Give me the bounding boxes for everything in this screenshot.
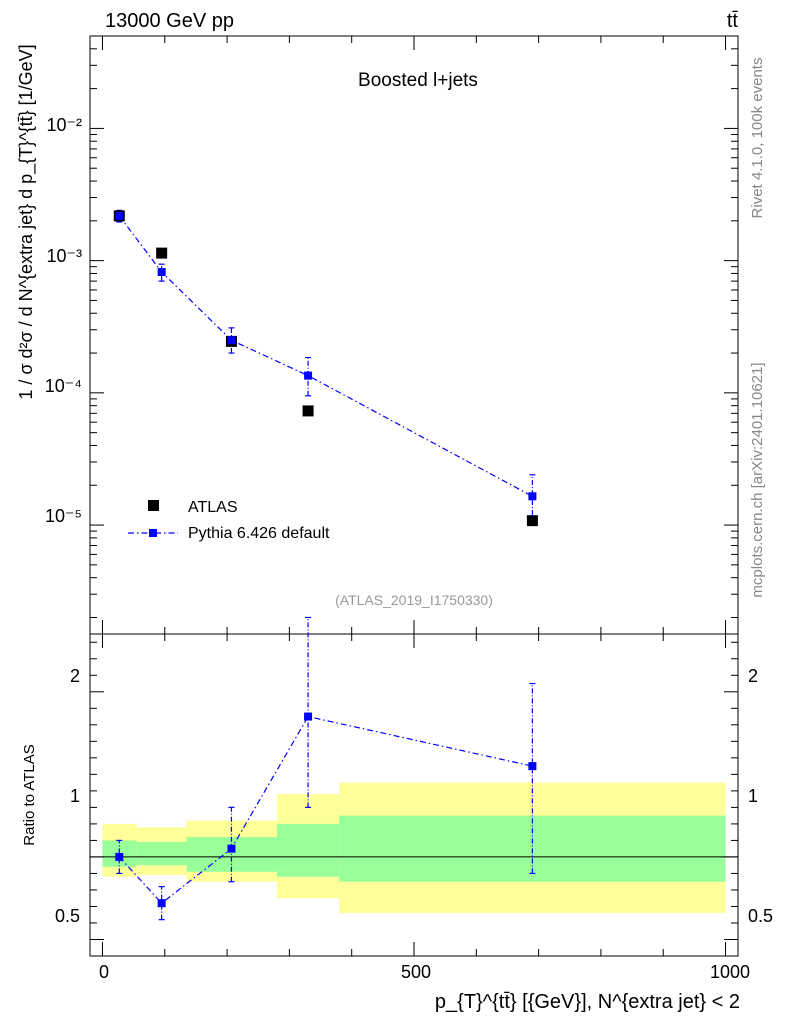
pythia-point: [528, 492, 537, 501]
legend: ATLAS Pythia 6.426 default: [128, 499, 330, 542]
ratio-stat-uncertainty-band: [276, 823, 340, 877]
ratio-y-axis-label: Ratio to ATLAS: [21, 744, 38, 845]
pythia-point: [304, 371, 313, 380]
atlas-point: [156, 247, 168, 259]
y-tick-label-1e-5: 10⁻⁵: [45, 506, 82, 526]
atlas-point: [526, 515, 538, 527]
ratio-bands: [102, 782, 726, 914]
x-tick-label-500: 500: [401, 962, 431, 982]
ratio-y-tick-label-right-2: 2: [748, 666, 758, 686]
y-tick-label-1e-4: 10⁻⁴: [45, 376, 82, 396]
legend-pythia-label: Pythia 6.426 default: [188, 525, 330, 542]
x-axis-label: p_{T}^{tt̄} [{GeV}], N^{extra jet} < 2: [435, 991, 740, 1013]
pythia-point: [227, 336, 236, 345]
ratio-y-tick-label-1: 1: [70, 786, 80, 806]
watermark: (ATLAS_2019_I1750330): [335, 592, 493, 608]
ratio-y-tick-label-0.5: 0.5: [55, 906, 80, 926]
ratio-panel: 0.5 1 2 0.5 1 2 0 500 1000 Ratio to ATLA…: [21, 616, 773, 1013]
ratio-point: [115, 852, 124, 861]
main-y-axis-label: 1 / σ d²σ / d N^{extra jet} d p_{T}^{tt̄…: [16, 44, 37, 399]
y-tick-label-1e-3: 10⁻³: [46, 246, 82, 266]
legend-pythia-marker: [149, 529, 157, 537]
y-tick-label-1e-2: 10⁻²: [46, 115, 82, 135]
pythia-line: [118, 215, 533, 497]
ratio-stat-uncertainty-band: [136, 842, 187, 866]
main-title: Boosted l+jets: [358, 70, 478, 91]
ratio-point: [227, 844, 236, 853]
main-frame: [89, 35, 739, 635]
x-tick-label-0: 0: [99, 962, 109, 982]
ratio-point: [528, 762, 537, 771]
pythia-point: [115, 211, 124, 220]
energy-label: 13000 GeV pp: [105, 10, 234, 32]
process-label: tt̄: [727, 10, 739, 32]
x-tick-label-1000: 1000: [710, 962, 750, 982]
rivet-label: Rivet 4.1.0, 100k events: [749, 58, 766, 219]
atlas-point: [302, 405, 314, 417]
main-ticks: [90, 35, 738, 634]
ratio-point: [304, 712, 313, 721]
main-panel: Boosted l+jets (ATLAS_2019_I1750330) 10⁻…: [16, 35, 739, 635]
legend-atlas-label: ATLAS: [188, 499, 238, 516]
ratio-series: [115, 616, 537, 921]
legend-atlas-marker: [148, 500, 159, 511]
ratio-ticks: [90, 634, 738, 956]
ratio-y-tick-label-2: 2: [70, 666, 80, 686]
ratio-y-tick-label-right-0.5: 0.5: [748, 906, 773, 926]
main-y-tick-labels: 10⁻⁵ 10⁻⁴ 10⁻³ 10⁻²: [45, 115, 82, 526]
ratio-y-tick-label-right-1: 1: [748, 786, 758, 806]
pythia-point: [157, 268, 166, 277]
mcplots-label: mcplots.cern.ch [arXiv:2401.10621]: [749, 362, 766, 597]
main-series: [113, 209, 538, 527]
ratio-point: [157, 899, 166, 908]
